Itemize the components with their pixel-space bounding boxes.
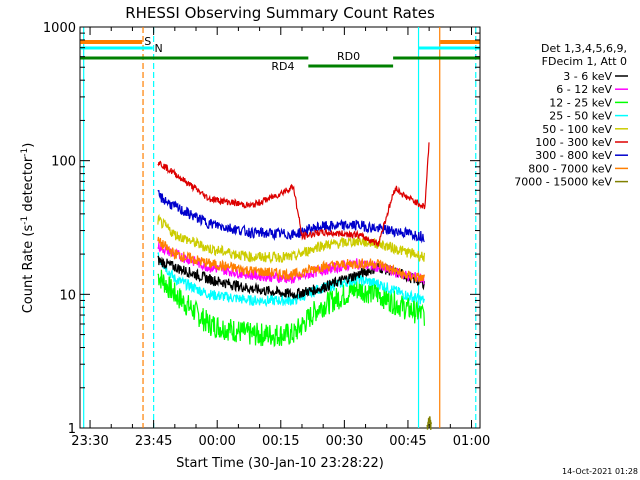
series-line (157, 269, 425, 348)
y-tick-label: 10 (59, 288, 76, 303)
legend-header-1: Det 1,3,4,5,6,9, (541, 42, 627, 55)
annotation-bars: SN RD0 RD4 (80, 35, 480, 73)
saa-label: S (144, 35, 151, 48)
y-tick-label: 1 (68, 422, 76, 437)
night-label: N (154, 42, 162, 55)
legend-label: 300 - 800 keV (535, 149, 612, 162)
y-tick-label: 1000 (43, 21, 76, 36)
x-tick-label: 01:00 (453, 434, 490, 449)
legend-label: 12 - 25 keV (549, 96, 612, 109)
plot-frame (79, 26, 481, 429)
legend-label: 6 - 12 keV (556, 83, 612, 96)
series-line (157, 252, 425, 308)
series-layer (157, 142, 432, 431)
legend-label: 25 - 50 keV (549, 110, 612, 123)
x-tick-label: 00:30 (326, 434, 363, 449)
legend: Det 1,3,4,5,6,9, FDecim 1, Att 0 3 - 6 k… (514, 42, 628, 189)
x-tick-label: 00:15 (262, 434, 299, 449)
chart-title: RHESSI Observing Summary Count Rates (125, 4, 435, 22)
legend-label: 800 - 7000 keV (528, 162, 612, 175)
footer-timestamp: 14-Oct-2021 01:28 (562, 467, 638, 476)
series-line (426, 416, 432, 431)
x-tick-label: 00:00 (198, 434, 235, 449)
series-line (157, 255, 425, 300)
rd0-label: RD0 (337, 50, 360, 63)
legend-header-2: FDecim 1, Att 0 (542, 55, 627, 68)
y-axis-label: Count Rate (s-1 detector-1) (20, 143, 36, 314)
x-tick-label: 00:45 (389, 434, 426, 449)
legend-label: 7000 - 15000 keV (514, 176, 612, 189)
series-line (157, 236, 425, 282)
legend-label: 100 - 300 keV (535, 136, 612, 149)
series-line (157, 213, 425, 265)
x-axis-label: Start Time (30-Jan-10 23:28:22) (176, 456, 384, 471)
series-line (157, 189, 425, 244)
x-tick-label: 23:45 (135, 434, 172, 449)
series-line (157, 142, 430, 247)
axes: 23:30 23:45 00:00 00:15 00:30 00:45 01:00 1 10 10… (43, 21, 490, 449)
legend-label: 3 - 6 keV (563, 70, 612, 83)
rd4-label: RD4 (271, 60, 294, 73)
x-tick-label: 23:30 (71, 434, 108, 449)
legend-label: 50 - 100 keV (542, 123, 612, 136)
vertical-markers (83, 27, 477, 428)
y-tick-label: 100 (51, 155, 76, 170)
